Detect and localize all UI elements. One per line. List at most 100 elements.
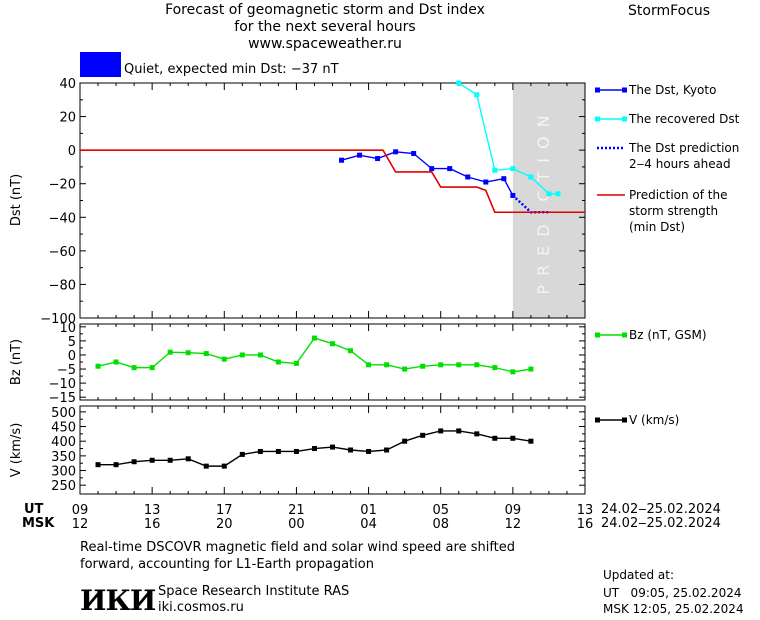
legend-label: V (km/s) xyxy=(629,413,679,427)
data-point xyxy=(149,365,155,371)
y-tick-label: 250 xyxy=(51,479,76,494)
data-point xyxy=(465,174,471,180)
legend-label: (min Dst) xyxy=(629,220,685,234)
y-axis-label: Dst (nT) xyxy=(9,174,24,226)
y-tick-label: −100 xyxy=(40,312,76,327)
iki-logo: ИКИ xyxy=(80,584,156,617)
institute-name: Space Research Institute RAS xyxy=(158,584,350,599)
y-tick-label: 5 xyxy=(68,335,76,350)
institute-site-link[interactable]: iki.cosmos.ru xyxy=(158,600,244,615)
data-point xyxy=(474,362,480,368)
y-tick-label: −60 xyxy=(49,245,76,260)
data-point xyxy=(492,167,498,173)
legend-marker xyxy=(595,116,600,122)
data-point xyxy=(366,448,372,454)
msk-tick-label: 00 xyxy=(288,517,305,532)
prediction-zone xyxy=(512,83,585,318)
msk-tick-label: 20 xyxy=(216,517,233,532)
y-tick-label: 400 xyxy=(51,435,76,450)
legend-label: Bz (nT, GSM) xyxy=(629,328,707,342)
panel-frame xyxy=(79,323,586,401)
y-tick-label: −40 xyxy=(49,211,76,226)
data-point xyxy=(528,366,534,372)
data-point xyxy=(456,80,462,86)
legend-marker xyxy=(622,417,627,423)
data-point xyxy=(113,359,119,365)
data-point xyxy=(131,365,137,371)
y-tick-label: 10 xyxy=(59,321,76,336)
y-tick-label: −20 xyxy=(49,178,76,193)
data-point xyxy=(203,351,209,357)
data-point xyxy=(239,352,245,358)
msk-tick-label: 08 xyxy=(432,517,449,532)
series-line xyxy=(80,149,585,214)
data-point xyxy=(510,166,516,172)
data-point xyxy=(474,92,480,98)
data-point xyxy=(149,457,155,463)
data-point xyxy=(330,444,335,450)
updated-ut: UT 09:05, 25.02.2024 xyxy=(603,586,742,600)
data-point xyxy=(402,366,408,372)
data-point xyxy=(95,363,101,369)
y-tick-label: 350 xyxy=(51,450,76,465)
status-text: Quiet, expected min Dst: −37 nT xyxy=(124,62,339,77)
data-point xyxy=(167,457,173,463)
legend-label: The recovered Dst xyxy=(628,112,740,126)
data-point xyxy=(555,191,561,197)
chart-title-line2: for the next several hours xyxy=(234,19,416,35)
data-point xyxy=(528,174,534,180)
data-point xyxy=(546,191,552,197)
ut-axis-label: UT xyxy=(24,502,44,517)
data-point xyxy=(402,438,408,444)
ut-tick-label: 01 xyxy=(360,503,377,518)
msk-tick-label: 16 xyxy=(144,517,161,532)
ut-tick-label: 13 xyxy=(144,503,161,518)
y-tick-label: −5 xyxy=(57,363,76,378)
data-point xyxy=(528,438,534,444)
msk-tick-label: 16 xyxy=(577,517,594,532)
legend-label: The Dst prediction xyxy=(628,141,739,155)
data-point xyxy=(438,362,444,368)
legend-marker xyxy=(595,87,600,93)
data-point xyxy=(393,149,399,155)
updated-label: Updated at: xyxy=(603,568,674,582)
legend-label: storm strength xyxy=(629,204,718,218)
data-point xyxy=(239,451,245,457)
legend-label: 2‒4 hours ahead xyxy=(629,157,731,171)
status-color-swatch xyxy=(80,52,121,77)
y-tick-label: 40 xyxy=(59,77,76,92)
data-point xyxy=(275,448,281,454)
data-point xyxy=(185,456,191,462)
y-tick-label: 300 xyxy=(51,465,76,480)
chart-title-line1: Forecast of geomagnetic storm and Dst in… xyxy=(165,2,485,18)
msk-tick-label: 12 xyxy=(72,517,89,532)
source-url: www.spaceweather.ru xyxy=(248,36,402,52)
data-point xyxy=(438,428,444,434)
y-tick-label: −10 xyxy=(49,377,76,392)
data-point xyxy=(447,166,453,172)
y-tick-label: −80 xyxy=(49,278,76,293)
data-point xyxy=(293,360,299,366)
data-point xyxy=(357,152,363,158)
data-point xyxy=(375,156,381,162)
msk-tick-label: 04 xyxy=(360,517,377,532)
data-point xyxy=(510,369,516,375)
data-point xyxy=(330,341,335,347)
data-point xyxy=(257,352,263,358)
y-tick-label: 20 xyxy=(59,111,76,126)
data-point xyxy=(95,462,101,468)
data-point xyxy=(311,446,317,452)
data-point xyxy=(113,462,119,468)
data-point xyxy=(411,151,417,156)
data-point xyxy=(420,432,426,438)
panel-frame xyxy=(79,82,586,319)
data-point xyxy=(293,448,299,454)
data-point xyxy=(339,157,345,163)
data-point xyxy=(275,359,281,365)
brand-label: StormFocus xyxy=(628,3,711,19)
data-point xyxy=(221,463,227,469)
ut-tick-label: 09 xyxy=(72,503,89,518)
data-point xyxy=(429,166,435,172)
legend-label: Prediction of the xyxy=(629,188,728,202)
legend-marker xyxy=(595,417,600,423)
